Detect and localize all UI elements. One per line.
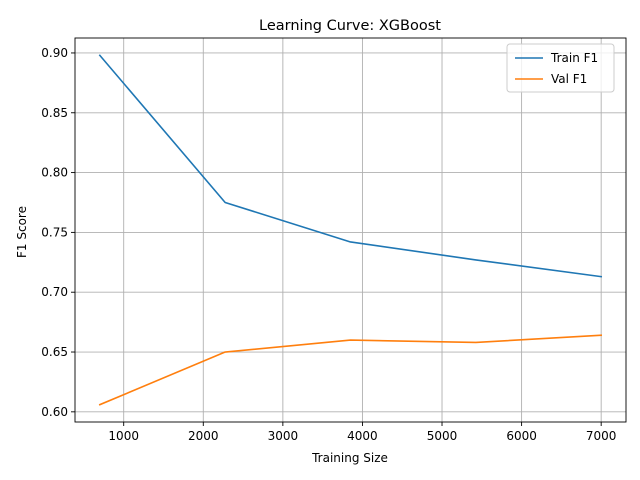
- y-tick-label: 0.90: [41, 46, 68, 60]
- legend-label-val-f1: Val F1: [551, 72, 587, 86]
- y-tick-label: 0.85: [41, 106, 68, 120]
- x-tick-label: 3000: [268, 429, 299, 443]
- legend-box: [506, 43, 615, 93]
- x-tick-label: 6000: [506, 429, 537, 443]
- series-line-train-f1: [98, 54, 603, 278]
- y-tick-label: 0.60: [41, 405, 68, 419]
- x-axis-ticks: 1000 2000 3000 4000 5000 6000 7000: [108, 422, 616, 443]
- x-tick-label: 7000: [586, 429, 617, 443]
- x-tick-label: 1000: [108, 429, 139, 443]
- y-tick-label: 0.80: [41, 166, 68, 180]
- x-tick-label: 2000: [188, 429, 219, 443]
- x-tick-label: 5000: [427, 429, 458, 443]
- legend-label-train-f1: Train F1: [550, 51, 598, 65]
- series-line-val-f1: [98, 334, 603, 406]
- y-axis-label: F1 Score: [15, 206, 29, 258]
- y-tick-label: 0.75: [41, 225, 68, 239]
- series-lines: [98, 54, 603, 406]
- grid: [75, 38, 626, 422]
- y-tick-label: 0.65: [41, 345, 68, 359]
- x-tick-label: 4000: [347, 429, 378, 443]
- chart-title: Learning Curve: XGBoost: [259, 18, 441, 34]
- plot-frame: [74, 37, 627, 423]
- x-axis-label: Training Size: [311, 451, 388, 465]
- y-tick-label: 0.70: [41, 285, 68, 299]
- legend: Train F1 Val F1: [506, 43, 615, 93]
- y-axis-ticks: 0.60 0.65 0.70 0.75 0.80 0.85 0.90: [41, 46, 75, 419]
